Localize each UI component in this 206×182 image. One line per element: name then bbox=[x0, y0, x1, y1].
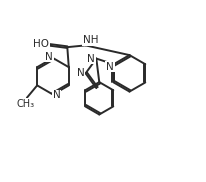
Text: N: N bbox=[53, 90, 60, 100]
Text: HO: HO bbox=[33, 39, 49, 49]
Text: N: N bbox=[45, 52, 53, 62]
Text: N: N bbox=[77, 68, 84, 78]
Text: CH₃: CH₃ bbox=[17, 99, 35, 109]
Text: N: N bbox=[106, 62, 114, 72]
Text: N: N bbox=[87, 54, 95, 64]
Text: NH: NH bbox=[83, 35, 99, 45]
